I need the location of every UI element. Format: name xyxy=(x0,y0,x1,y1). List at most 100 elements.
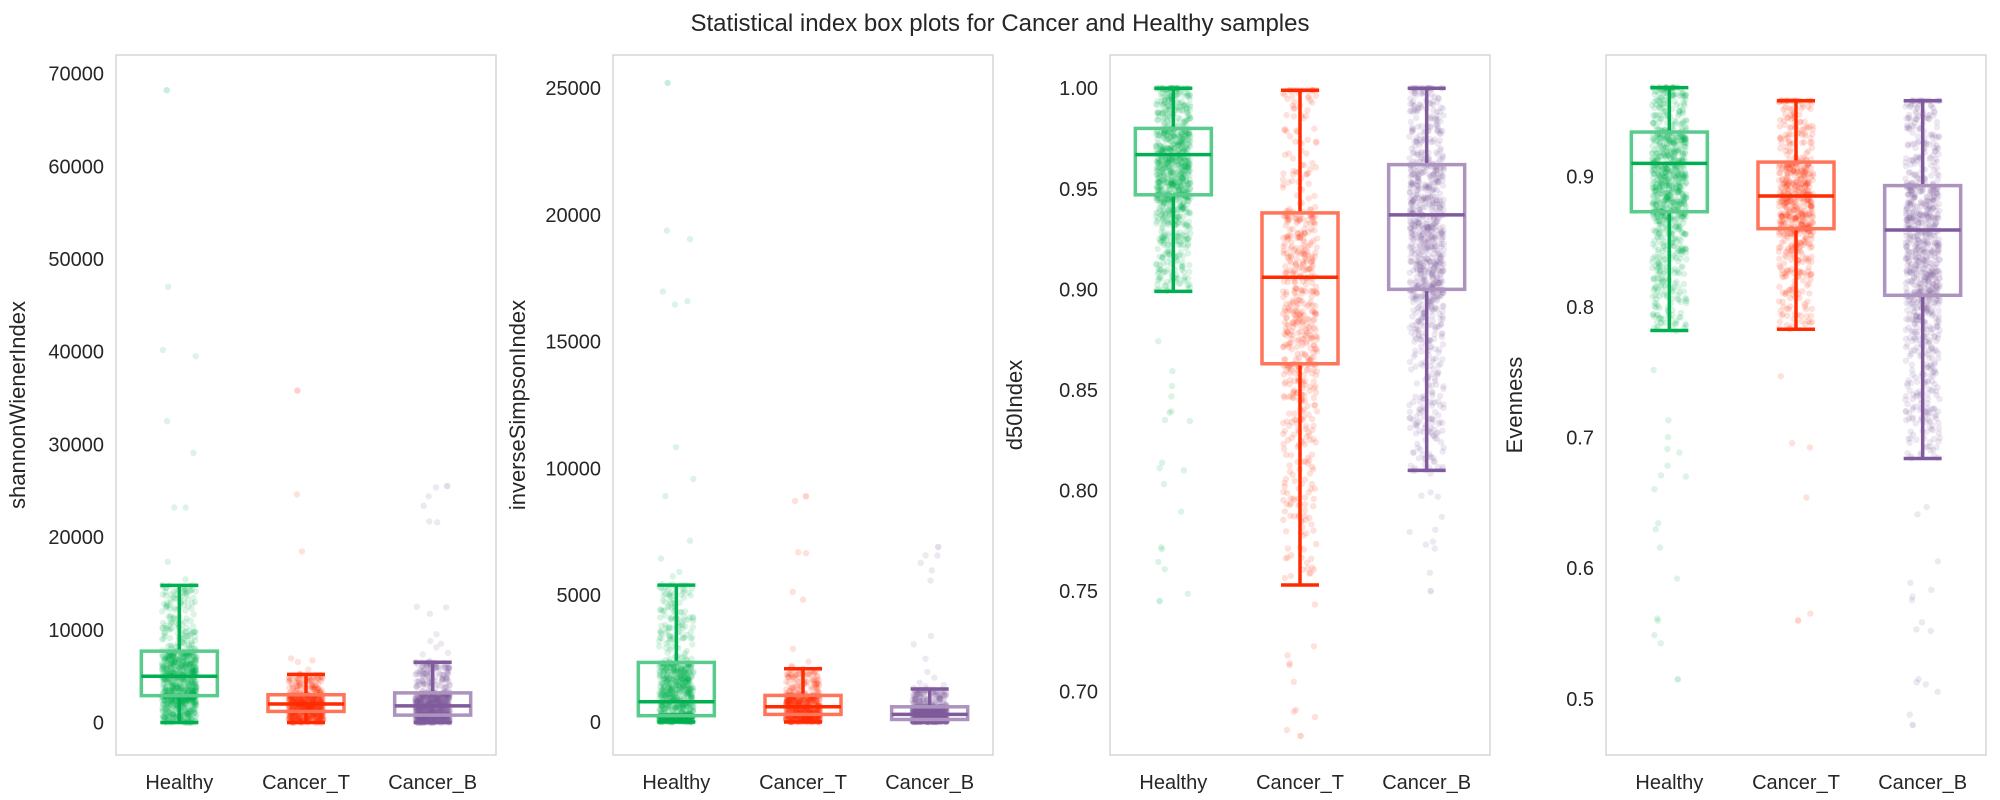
data-point xyxy=(438,715,445,723)
data-point xyxy=(439,706,447,713)
data-point xyxy=(168,619,176,626)
data-point xyxy=(291,712,298,720)
data-point xyxy=(168,625,176,632)
data-point xyxy=(165,699,172,706)
data-point xyxy=(927,632,935,640)
data-point xyxy=(168,687,176,694)
data-point xyxy=(184,687,192,694)
data-point xyxy=(687,665,694,672)
data-point xyxy=(662,691,670,699)
data-point xyxy=(168,664,175,672)
data-point xyxy=(675,702,682,709)
data-point xyxy=(185,710,192,717)
data-point xyxy=(170,714,177,722)
data-point xyxy=(434,696,441,703)
data-point xyxy=(163,418,171,425)
data-point xyxy=(441,664,449,671)
data-point xyxy=(189,707,197,714)
data-point xyxy=(683,647,690,655)
data-point xyxy=(427,706,435,713)
data-point xyxy=(439,706,446,713)
box-group-healthy xyxy=(636,79,717,726)
data-point xyxy=(180,676,187,684)
data-point xyxy=(187,677,195,684)
data-point xyxy=(671,677,679,684)
data-point xyxy=(428,698,435,706)
data-point xyxy=(440,672,447,679)
data-point xyxy=(931,674,938,681)
data-point xyxy=(427,706,435,714)
data-point xyxy=(163,668,170,676)
data-point xyxy=(660,706,668,713)
data-point xyxy=(172,703,179,710)
data-point xyxy=(664,692,671,699)
data-point xyxy=(416,667,424,674)
data-point xyxy=(167,700,175,708)
data-point xyxy=(433,697,440,705)
data-point xyxy=(444,697,452,705)
data-point xyxy=(172,643,179,651)
data-point xyxy=(669,675,676,683)
data-point xyxy=(679,624,686,632)
data-point xyxy=(445,693,452,701)
data-point xyxy=(666,623,673,631)
data-point xyxy=(666,683,673,691)
data-point xyxy=(667,664,674,672)
data-point xyxy=(433,644,440,651)
data-point xyxy=(936,695,944,702)
data-point xyxy=(183,696,191,703)
data-point xyxy=(420,680,427,687)
data-point xyxy=(190,629,197,636)
data-point xyxy=(185,697,192,704)
data-point xyxy=(159,625,166,632)
data-point xyxy=(319,711,326,718)
data-point xyxy=(438,697,446,705)
data-point xyxy=(310,683,317,691)
data-point xyxy=(286,713,294,720)
data-point xyxy=(286,712,294,719)
data-point xyxy=(169,653,177,660)
data-point xyxy=(187,700,194,707)
data-point xyxy=(172,700,180,708)
data-point xyxy=(314,685,321,692)
y-tick-label: 5000 xyxy=(557,585,602,607)
data-point xyxy=(658,664,666,672)
data-point xyxy=(159,624,167,631)
data-point xyxy=(179,663,186,670)
data-point xyxy=(690,703,697,710)
data-point xyxy=(188,668,195,675)
data-point xyxy=(434,694,441,702)
data-point xyxy=(308,683,316,691)
data-point xyxy=(170,699,177,707)
data-point xyxy=(164,679,171,686)
data-point xyxy=(666,685,674,693)
data-point xyxy=(176,683,183,690)
data-point xyxy=(193,683,200,690)
data-point xyxy=(295,715,302,722)
data-point xyxy=(309,685,316,693)
data-point xyxy=(174,652,182,659)
data-point xyxy=(161,685,169,693)
data-point xyxy=(191,653,198,660)
data-point xyxy=(311,682,319,689)
data-point xyxy=(436,663,443,671)
data-point xyxy=(441,684,448,691)
data-point xyxy=(318,687,325,694)
data-point xyxy=(192,664,199,671)
data-point xyxy=(417,715,425,722)
outlier-point xyxy=(802,493,810,500)
data-point xyxy=(433,697,440,705)
data-point xyxy=(416,698,424,706)
data-point xyxy=(177,654,184,661)
data-point xyxy=(167,599,174,606)
data-point xyxy=(189,677,196,684)
data-point xyxy=(302,704,309,711)
data-point xyxy=(423,715,430,723)
data-point xyxy=(160,664,167,671)
data-point xyxy=(659,702,666,709)
data-point xyxy=(682,677,690,684)
data-point xyxy=(190,709,198,717)
data-point xyxy=(439,675,446,682)
data-point xyxy=(193,702,200,709)
data-point xyxy=(681,686,688,693)
